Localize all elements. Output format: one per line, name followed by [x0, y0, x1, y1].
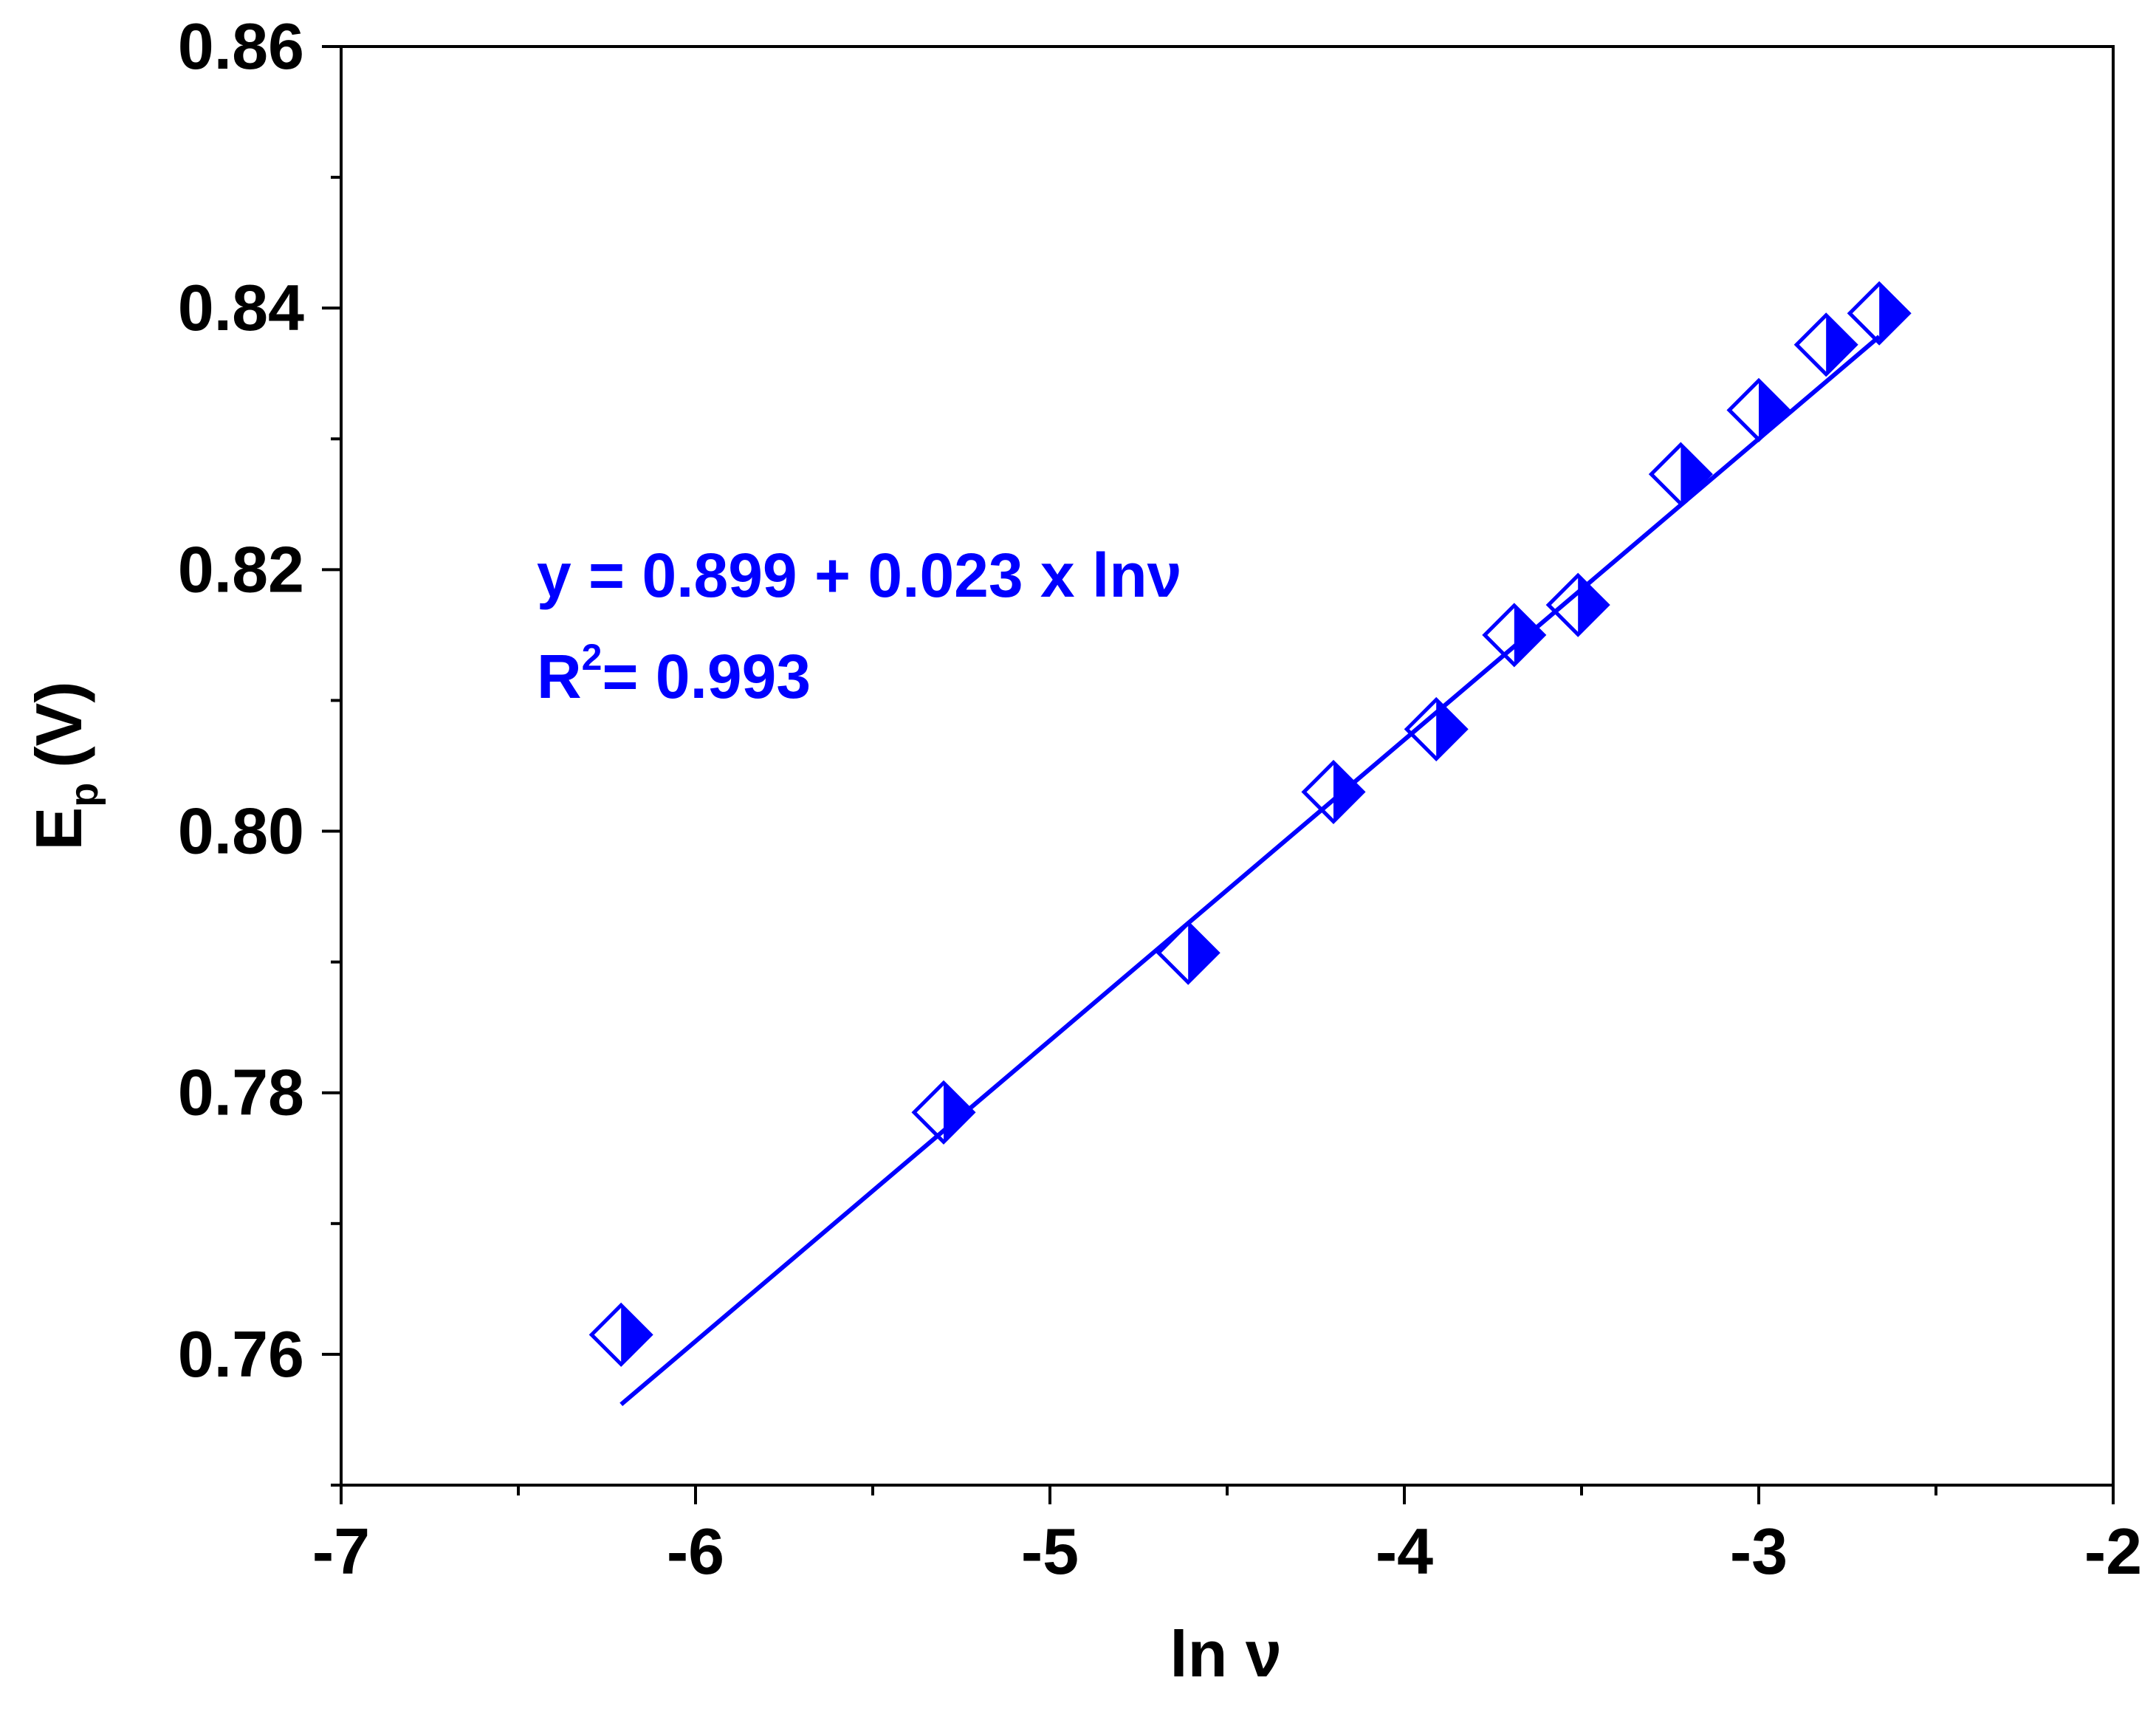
data-point [911, 1080, 976, 1145]
data-point-fill [1514, 605, 1544, 665]
axis-ticks [322, 45, 2115, 1504]
data-points [588, 281, 1912, 1367]
x-tick-label: -7 [312, 1515, 370, 1588]
data-point-fill [1680, 445, 1711, 504]
data-point-outline [1793, 312, 1858, 377]
data-point [1482, 603, 1547, 668]
plot-frame [340, 45, 2115, 1487]
data-point-outline [1156, 920, 1221, 985]
r2-annotation: R2= 0.993 [537, 637, 811, 711]
fit-line [619, 335, 1881, 1407]
data-point-outline [1726, 377, 1791, 442]
data-point-outline [588, 1302, 653, 1367]
data-point [1847, 281, 1912, 346]
data-point-fill [621, 1305, 651, 1365]
x-tick-label: -4 [1376, 1515, 1433, 1588]
y-tick-label: 0.78 [178, 1056, 304, 1129]
data-point-fill [1333, 762, 1363, 822]
data-point-fill [1826, 315, 1856, 374]
data-point-outline [1648, 442, 1713, 507]
y-tick-label: 0.80 [178, 795, 304, 868]
y-axis-label: Ep(V) [22, 681, 106, 850]
data-point [1545, 572, 1610, 637]
data-point [1404, 696, 1469, 761]
equation-annotation: y = 0.899 + 0.023 x lnν [537, 541, 1181, 610]
data-point-outline [1301, 759, 1366, 824]
y-tick-label: 0.86 [178, 10, 304, 83]
x-axis-label: ln ν [1170, 1617, 1282, 1690]
data-point-fill [1188, 923, 1218, 983]
data-point [1793, 312, 1858, 377]
data-point-outline [1404, 696, 1469, 761]
data-point-outline [1482, 603, 1547, 668]
data-point-fill [1436, 699, 1466, 759]
data-point [588, 1302, 653, 1367]
data-point-fill [1759, 380, 1788, 440]
data-point [1648, 442, 1713, 507]
data-point-outline [1545, 572, 1610, 637]
data-point-fill [1578, 575, 1608, 635]
data-point-outline [911, 1080, 976, 1145]
y-tick-label: 0.84 [178, 271, 304, 344]
y-tick-label: 0.76 [178, 1317, 304, 1391]
data-point [1156, 920, 1221, 985]
x-tick-label: -6 [667, 1515, 724, 1588]
data-point [1301, 759, 1366, 824]
x-tick-label: -2 [2084, 1515, 2142, 1588]
data-point-fill [1879, 284, 1909, 343]
data-point-outline [1847, 281, 1912, 346]
data-point [1726, 377, 1791, 442]
data-point-fill [944, 1083, 973, 1142]
x-tick-label: -5 [1021, 1515, 1079, 1588]
y-tick-label: 0.82 [178, 532, 304, 606]
x-tick-label: -3 [1730, 1515, 1788, 1588]
axis-tick-labels: -7 -6 -5 -4 -3 -2 0.76 0.78 0.80 0.82 0.84 0.86 [178, 10, 2142, 1588]
